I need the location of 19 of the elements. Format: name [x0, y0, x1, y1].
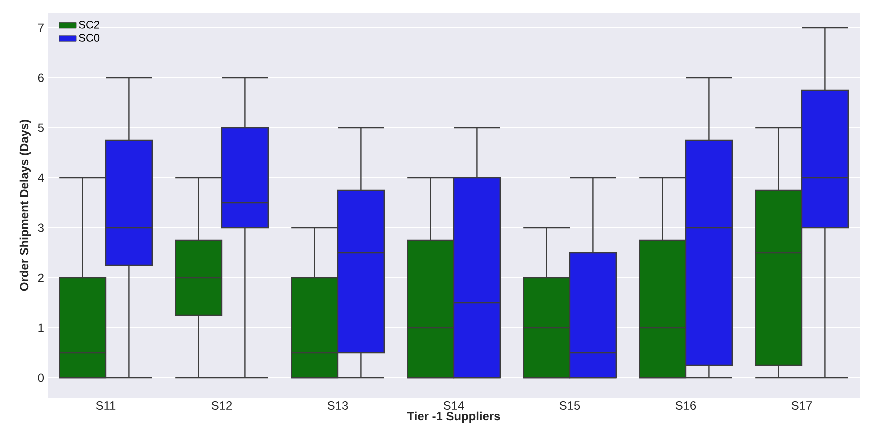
y-tick-label: 4 [38, 174, 44, 182]
x-tick-label: S17 [792, 402, 812, 410]
y-tick-label: 1 [38, 324, 44, 332]
x-tick-label: S14 [444, 402, 464, 410]
y-tick-label: 5 [38, 124, 44, 132]
x-tick-label: S15 [560, 402, 580, 410]
y-tick-label: 7 [38, 24, 44, 32]
x-tick-label: S16 [676, 402, 696, 410]
x-axis-title: Tier -1 Suppliers [407, 412, 500, 423]
y-tick-label: 2 [38, 274, 44, 282]
legend-label: SC0 [79, 34, 100, 42]
x-tick-label: S12 [212, 402, 232, 410]
y-tick-label: 0 [38, 374, 44, 382]
y-tick-label: 6 [38, 74, 44, 82]
x-tick-label: S11 [96, 402, 116, 410]
y-axis-title: Order Shipment Delays (Days) [20, 120, 31, 292]
x-tick-label: S13 [328, 402, 348, 410]
legend-label: SC2 [79, 21, 100, 29]
y-tick-label: 3 [38, 224, 44, 232]
